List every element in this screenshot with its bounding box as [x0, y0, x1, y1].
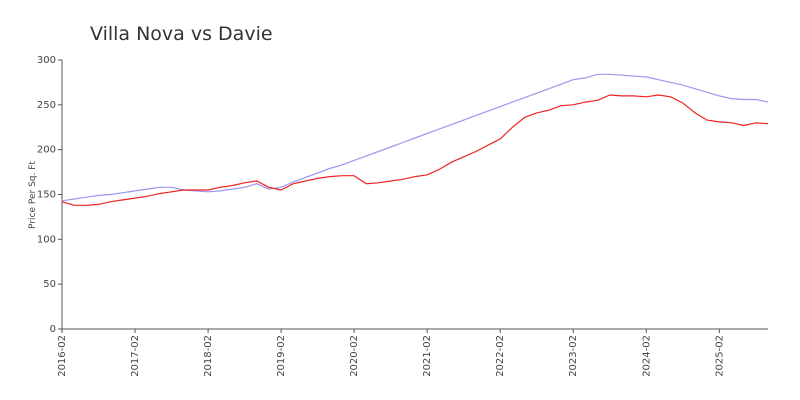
x-tick-label: 2018-02 [203, 335, 214, 377]
x-tick-label: 2016-02 [57, 335, 68, 377]
x-tick-label: 2022-02 [495, 335, 506, 377]
y-tick-label: 250 [37, 100, 56, 111]
y-tick-label: 0 [50, 324, 56, 335]
line-series [61, 94, 769, 206]
line-series [61, 73, 769, 202]
x-tick-label: 2024-02 [641, 335, 652, 377]
chart-title: Villa Nova vs Davie [90, 23, 273, 45]
y-tick-label: 150 [37, 190, 56, 201]
x-tick-label: 2019-02 [276, 335, 287, 377]
y-tick-label: 300 [37, 55, 56, 66]
y-axis-label: Price Per Sq. Ft [28, 161, 38, 229]
x-tick-label: 2025-02 [714, 335, 725, 377]
x-tick-label: 2021-02 [422, 335, 433, 377]
y-tick-label: 50 [43, 279, 56, 290]
x-tick-label: 2020-02 [349, 335, 360, 377]
y-tick-label: 100 [37, 234, 56, 245]
y-tick-label: 200 [37, 145, 56, 156]
x-tick-label: 2017-02 [130, 335, 141, 377]
x-tick-label: 2023-02 [568, 335, 579, 377]
